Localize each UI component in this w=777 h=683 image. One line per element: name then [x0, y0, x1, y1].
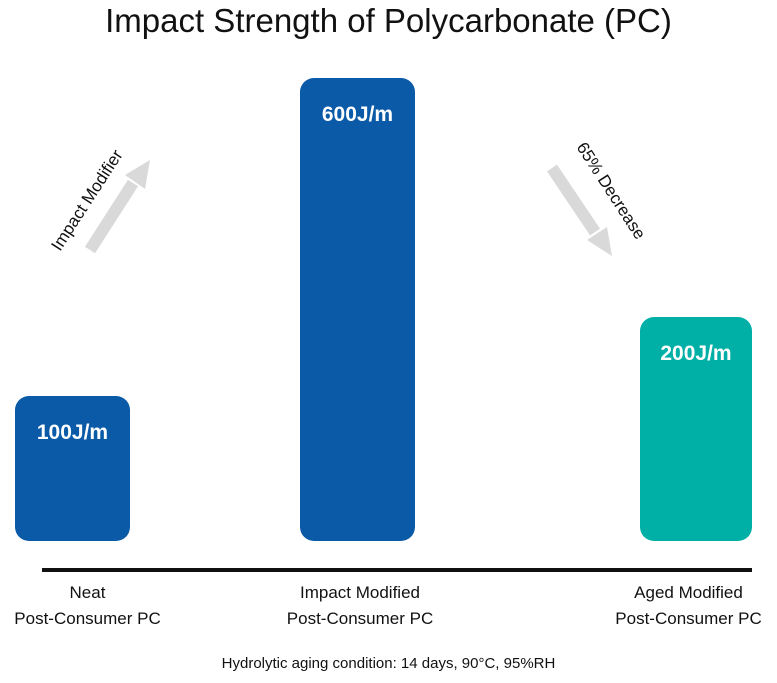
category-label-line2: Post-Consumer PC — [286, 609, 434, 628]
chart-title: Impact Strength of Polycarbonate (PC) — [105, 2, 672, 39]
category-label-neat: Neat Post-Consumer PC — [0, 580, 175, 632]
category-label-line2: Post-Consumer PC — [14, 609, 161, 628]
category-label-impact-modified: Impact Modified Post-Consumer PC — [265, 580, 455, 632]
category-label-aged-modified: Aged Modified Post-Consumer PC — [600, 580, 777, 632]
category-label-line1: Impact Modified — [300, 583, 420, 602]
bar-impact-modified — [300, 78, 415, 541]
bars-group: 100J/m 600J/m 200J/m — [15, 78, 752, 541]
data-label-impact-modified: 600J/m — [322, 103, 393, 126]
bar-aged-modified — [640, 317, 752, 541]
annotation-65-decrease: 65% Decrease — [573, 139, 650, 243]
category-label-line1: Neat — [69, 583, 106, 602]
data-label-neat: 100J/m — [37, 421, 108, 444]
category-label-line2: Post-Consumer PC — [615, 609, 762, 628]
arrow-down-icon — [547, 164, 612, 256]
data-label-aged-modified: 200J/m — [660, 342, 731, 365]
footnote: Hydrolytic aging condition: 14 days, 90°… — [221, 655, 556, 672]
bar-neat — [15, 396, 130, 541]
category-label-line1: Aged Modified — [634, 583, 743, 602]
arrow-up-icon — [84, 160, 150, 254]
